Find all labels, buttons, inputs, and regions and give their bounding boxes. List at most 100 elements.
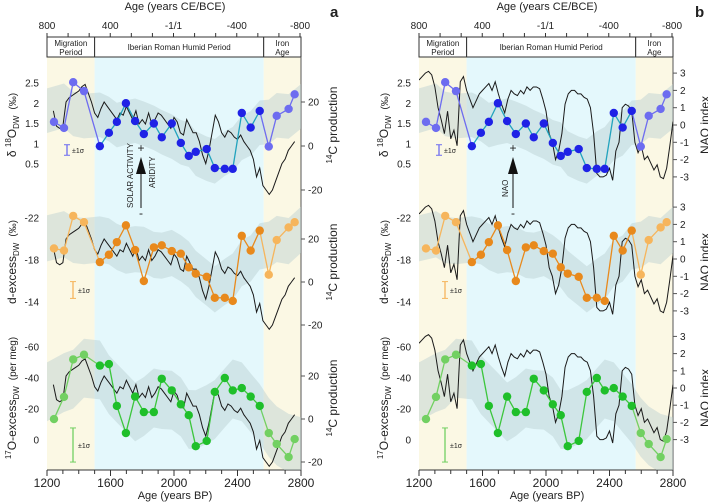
data-point <box>556 151 565 161</box>
data-point <box>451 86 461 96</box>
data-point <box>609 231 618 241</box>
right-axis-title: NAO index <box>698 369 708 427</box>
data-point <box>502 392 512 401</box>
period-label: Iron <box>275 39 289 48</box>
error-bar-label: ±1σ <box>78 288 91 295</box>
title-main: C production <box>326 87 340 155</box>
data-point <box>493 221 503 230</box>
data-point <box>511 276 521 286</box>
data-point <box>600 164 609 174</box>
panel-letter-b: b <box>695 4 704 21</box>
left-axis-title: 17O-excessDW (per meg) <box>376 337 393 459</box>
series-segment <box>525 378 535 413</box>
series-segment <box>435 215 446 251</box>
error-bar: ±1σ <box>70 281 91 299</box>
title-sub: DW <box>384 242 393 256</box>
data-point <box>636 270 645 279</box>
data-point <box>421 414 431 424</box>
right-axis-tick-label: -1 <box>680 401 689 412</box>
data-point <box>79 86 89 96</box>
left-axis-tick-label: -60 <box>25 343 40 354</box>
data-point <box>539 119 548 128</box>
title-sup: 17 <box>4 450 13 459</box>
title-main: C production <box>326 224 340 292</box>
data-point <box>95 141 105 151</box>
minus-sign: - <box>511 206 515 220</box>
data-point <box>284 104 293 114</box>
data-point <box>600 296 609 306</box>
data-point <box>618 246 627 255</box>
row-d-excess_DW: -22 -18 -14 3 2 1 0 -1 -2 -3 d-excessDW (‰) NAO inde… <box>377 203 708 318</box>
data-point <box>130 392 140 401</box>
data-point <box>627 401 636 411</box>
data-point <box>176 249 186 258</box>
data-point <box>451 350 461 359</box>
series-segment <box>259 230 270 275</box>
data-point <box>237 108 246 118</box>
data-point <box>167 386 176 395</box>
title-main: O-excess <box>377 400 391 451</box>
title-main: O <box>5 129 19 138</box>
data-point <box>191 442 200 451</box>
right-axis-title: 14C production <box>325 224 340 301</box>
left-axis-tick-label: -20 <box>397 405 412 416</box>
nao-arrow-label: NAO <box>501 180 510 197</box>
data-point <box>104 359 114 369</box>
data-point <box>539 246 548 256</box>
data-point <box>237 231 246 241</box>
data-point <box>451 218 461 227</box>
data-point <box>284 223 293 232</box>
data-point <box>264 428 273 438</box>
data-point <box>228 164 237 174</box>
data-point <box>220 373 229 383</box>
uncertainty-band <box>47 206 301 313</box>
title-unit: (‰) <box>380 93 391 110</box>
data-point <box>644 235 653 245</box>
data-point <box>440 355 450 364</box>
data-point <box>431 392 441 402</box>
aridity-label: ARIDITY <box>148 156 157 188</box>
data-point <box>467 361 477 370</box>
title-sup: 18 <box>376 138 385 147</box>
right-axis-title: NAO index <box>698 233 708 291</box>
data-point <box>184 411 193 420</box>
period-label: Age <box>647 48 662 57</box>
minus-sign: - <box>139 206 143 220</box>
data-point <box>574 272 583 281</box>
data-point <box>157 374 166 383</box>
left-axis-tick-label: 0 <box>33 436 39 447</box>
left-axis-tick-label: -40 <box>397 374 412 385</box>
data-point <box>59 392 69 402</box>
error-bar-label: ±1σ <box>72 148 85 155</box>
data-point <box>574 144 583 154</box>
data-point <box>59 123 69 133</box>
top-axis-title-b: Age (years CE/BCE) <box>497 1 598 13</box>
data-point <box>563 269 572 278</box>
data-point <box>644 111 653 121</box>
data-point <box>467 141 477 151</box>
error-bar: ±1σ <box>436 144 457 156</box>
data-point <box>59 246 69 255</box>
title-unit: (‰) <box>8 93 19 110</box>
data-point <box>167 246 176 256</box>
series-segment <box>259 110 270 147</box>
data-point <box>656 452 665 462</box>
data-point <box>220 164 229 174</box>
left-axis-tick-label: -20 <box>25 405 40 416</box>
data-point <box>662 90 671 99</box>
plus-sign: + <box>509 141 516 155</box>
right-axis-tick-label: 1 <box>680 366 686 377</box>
title-sub: DW <box>384 386 393 400</box>
data-point <box>272 235 281 245</box>
series-segment <box>435 82 446 129</box>
series-segment <box>497 225 508 251</box>
right-axis-tick-label: -2 <box>680 289 689 300</box>
left-axis-tick-label: 1.5 <box>25 119 39 130</box>
data-point <box>49 414 59 424</box>
row-plot <box>47 83 301 196</box>
series-segment <box>206 391 216 442</box>
data-point <box>662 218 671 227</box>
error-bar-label: ±1σ <box>78 443 91 450</box>
arrow-head-icon <box>508 157 518 174</box>
